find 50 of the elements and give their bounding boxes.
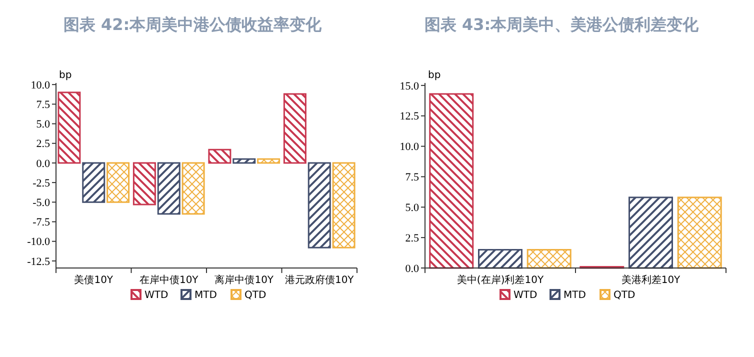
y-tick-label: -2.5 bbox=[32, 177, 50, 190]
chart-title: 图表 43:本周美中、美港公债利差变化 bbox=[424, 15, 700, 34]
y-tick-label: -12.5 bbox=[27, 256, 50, 268]
y-tick-label: -10.0 bbox=[27, 236, 50, 248]
y-tick-label: -7.5 bbox=[32, 216, 50, 229]
bar bbox=[182, 162, 205, 215]
y-tick-label: 10.0 bbox=[30, 79, 50, 92]
bar bbox=[478, 248, 522, 269]
bar bbox=[232, 158, 256, 164]
y-tick-label: -5.0 bbox=[32, 197, 50, 210]
bar bbox=[157, 162, 180, 215]
y-tick-label: 2.5 bbox=[36, 138, 50, 150]
y-tick-label: 2.5 bbox=[405, 232, 420, 244]
bar bbox=[82, 162, 106, 203]
y-tick-label: 15.0 bbox=[400, 80, 420, 92]
bar bbox=[132, 162, 156, 206]
y-tick-label: 10.0 bbox=[400, 141, 420, 154]
legend-label: QTD bbox=[244, 290, 266, 301]
bar bbox=[283, 93, 306, 164]
y-tick-label: 7.5 bbox=[405, 172, 420, 184]
y-axis-title: bp bbox=[428, 70, 441, 81]
y-tick-label: 0.0 bbox=[36, 158, 50, 170]
x-tick-label: 美债10Y bbox=[74, 274, 114, 286]
bar bbox=[58, 92, 81, 164]
legend-label: MTD bbox=[194, 290, 218, 301]
bar bbox=[257, 158, 280, 164]
x-tick-label: 离岸中债10Y bbox=[214, 274, 274, 286]
bar bbox=[677, 196, 722, 269]
y-tick-label: 5.0 bbox=[405, 202, 420, 214]
x-tick-label: 在岸中债10Y bbox=[139, 274, 200, 286]
bar bbox=[308, 162, 331, 248]
bar bbox=[332, 162, 356, 248]
legend-label: WTD bbox=[144, 290, 168, 301]
x-tick-label: 港元政府债10Y bbox=[284, 274, 355, 286]
bar bbox=[106, 162, 130, 203]
x-tick-label: 美中(在岸)利差10Y bbox=[456, 274, 544, 286]
bar bbox=[526, 248, 572, 269]
chart-title: 图表 42:本周美中港公债收益率变化 bbox=[63, 15, 323, 34]
y-tick-label: 0.0 bbox=[405, 262, 420, 275]
legend-label: WTD bbox=[514, 290, 538, 301]
bar bbox=[628, 196, 673, 269]
y-tick-label: 12.5 bbox=[400, 110, 420, 123]
y-tick-label: 5.0 bbox=[36, 118, 50, 131]
legend-label: MTD bbox=[564, 290, 586, 301]
bar bbox=[208, 148, 232, 164]
y-axis-title: bp bbox=[59, 70, 72, 81]
bar bbox=[429, 93, 474, 269]
y-tick-label: 7.5 bbox=[36, 99, 50, 112]
legend-label: QTD bbox=[614, 290, 636, 301]
x-tick-label: 美港利差10Y bbox=[621, 274, 682, 286]
